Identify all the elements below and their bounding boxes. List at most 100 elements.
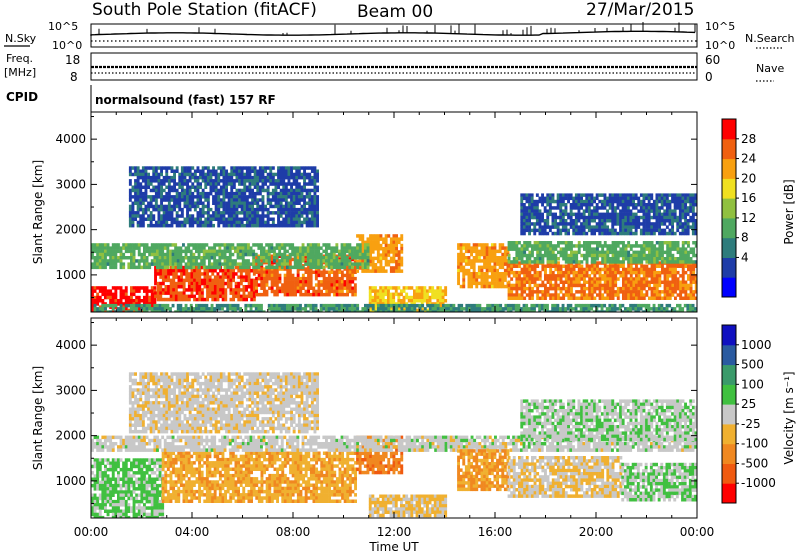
data-cell (640, 290, 643, 294)
data-cell (359, 246, 362, 250)
data-cell (390, 304, 393, 308)
data-cell (285, 198, 288, 202)
data-cell (560, 277, 563, 281)
data-cell (229, 246, 232, 250)
data-cell (320, 274, 323, 278)
nave-label: Nave (756, 62, 784, 75)
data-cell (264, 166, 267, 170)
data-cell (213, 266, 216, 270)
data-cell (229, 250, 232, 254)
data-cell (117, 256, 120, 260)
data-cell (442, 289, 445, 293)
data-cell (604, 287, 607, 291)
data-cell (233, 198, 236, 202)
data-cell (157, 272, 160, 276)
data-cell (531, 274, 534, 278)
data-cell (521, 284, 524, 288)
data-cell (135, 296, 138, 300)
data-cell (251, 195, 254, 199)
data-cell (622, 251, 625, 255)
data-cell (549, 274, 552, 278)
data-cell (160, 179, 163, 183)
data-cell (528, 277, 531, 281)
data-cell (614, 260, 617, 264)
data-cell (224, 266, 227, 270)
data-cell (323, 274, 326, 278)
data-cell (222, 269, 225, 273)
data-cell (528, 284, 531, 288)
data-cell (205, 307, 208, 311)
data-cell (243, 176, 246, 180)
data-cell (470, 282, 473, 286)
data-cell (361, 253, 364, 256)
data-cell (208, 253, 211, 256)
data-cell (247, 262, 250, 266)
data-cell (643, 287, 646, 291)
data-cell (606, 257, 609, 261)
data-cell (330, 253, 333, 256)
data-cell (255, 271, 258, 275)
data-cell (104, 250, 107, 254)
data-cell (189, 189, 192, 193)
data-cell (586, 254, 589, 257)
data-cell (191, 275, 194, 279)
data-cell (625, 268, 628, 272)
data-cell (262, 224, 265, 228)
data-cell (94, 250, 97, 254)
data-cell (536, 304, 539, 308)
data-cell (554, 277, 557, 281)
data-cell (251, 192, 254, 196)
data-cell (269, 176, 272, 180)
data-cell (286, 256, 289, 260)
data-cell (203, 262, 206, 266)
data-cell (240, 272, 243, 276)
data-cell (282, 205, 285, 209)
data-cell (560, 274, 563, 278)
data-cell (186, 166, 189, 170)
data-cell (499, 256, 502, 260)
data-cell (293, 202, 296, 206)
data-cell (134, 211, 137, 215)
data-cell (419, 304, 422, 308)
data-cell (651, 274, 654, 278)
data-cell (302, 280, 305, 284)
data-cell (338, 259, 341, 263)
data-cell (393, 257, 396, 261)
data-cell (450, 304, 453, 308)
data-cell (194, 221, 197, 225)
data-cell (294, 246, 297, 250)
data-cell (198, 298, 201, 302)
data-cell (653, 257, 656, 261)
data-cell (447, 307, 450, 311)
data-cell (609, 251, 612, 255)
data-cell (640, 251, 643, 255)
data-cell (491, 256, 494, 260)
data-cell (669, 254, 672, 257)
data-cell (536, 251, 539, 255)
data-cell (237, 304, 240, 308)
data-cell (157, 288, 160, 292)
data-cell (491, 246, 494, 250)
data-cell (585, 304, 588, 308)
data-cell (273, 307, 276, 311)
data-cell (205, 243, 208, 247)
data-cell (169, 253, 172, 256)
data-cell (169, 307, 172, 311)
data-cell (140, 253, 143, 256)
data-cell (320, 262, 323, 266)
data-cell (497, 304, 500, 308)
data-cell (282, 182, 285, 186)
data-cell (663, 307, 666, 311)
data-cell (317, 262, 320, 266)
data-cell (400, 250, 403, 254)
data-cell (127, 299, 130, 303)
data-cell (181, 221, 184, 225)
data-cell (397, 293, 400, 297)
data-cell (277, 211, 280, 215)
data-cell (153, 262, 156, 266)
data-cell (481, 253, 484, 256)
data-cell (217, 202, 220, 206)
data-cell (653, 281, 656, 285)
data-cell (488, 246, 491, 250)
data-cell (609, 284, 612, 288)
